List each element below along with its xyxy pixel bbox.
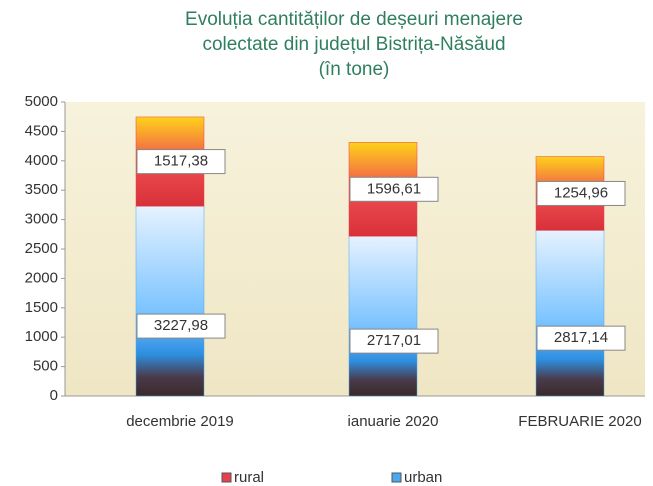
value-label: 1596,61	[367, 180, 421, 197]
value-label-box	[349, 328, 439, 354]
y-tick-label: 2500	[25, 240, 58, 257]
legend-label: rural	[234, 469, 264, 486]
y-tick-label: 1500	[25, 299, 58, 316]
value-label-box	[536, 325, 626, 351]
value-label-box	[536, 180, 626, 206]
y-tick-label: 5000	[25, 93, 58, 110]
value-label-box	[136, 149, 226, 175]
bar-segment	[135, 205, 205, 397]
value-label-box	[349, 176, 439, 202]
value-label: 1254,96	[554, 184, 608, 201]
y-tick-label: 4500	[25, 122, 58, 139]
y-tick-label: 3500	[25, 181, 58, 198]
chart-title: Evoluția cantităților de deșeuri menajer…	[185, 9, 523, 30]
bar-segment	[348, 235, 418, 397]
legend-label: urban	[404, 469, 442, 486]
chart-title: colectate din județul Bistrița-Năsăud	[202, 34, 505, 55]
x-tick-label: decembrie 2019	[126, 413, 234, 430]
value-label: 2717,01	[367, 332, 421, 349]
legend-swatch	[221, 472, 232, 483]
value-label: 2817,14	[554, 329, 608, 346]
legend-swatch	[391, 472, 402, 483]
chart-title: (în tone)	[319, 59, 390, 80]
y-tick-label: 2000	[25, 269, 58, 286]
y-tick-label: 3000	[25, 211, 58, 228]
y-tick-label: 0	[50, 387, 58, 404]
x-tick-label: ianuarie 2020	[348, 413, 439, 430]
y-tick-label: 1000	[25, 328, 58, 345]
y-tick-label: 500	[33, 358, 58, 375]
y-tick-label: 4000	[25, 152, 58, 169]
value-label-box	[136, 313, 226, 339]
bar-segment	[535, 230, 605, 397]
value-label: 3227,98	[154, 317, 208, 334]
value-label: 1517,38	[154, 153, 208, 170]
x-tick-label: FEBRUARIE 2020	[518, 413, 641, 430]
